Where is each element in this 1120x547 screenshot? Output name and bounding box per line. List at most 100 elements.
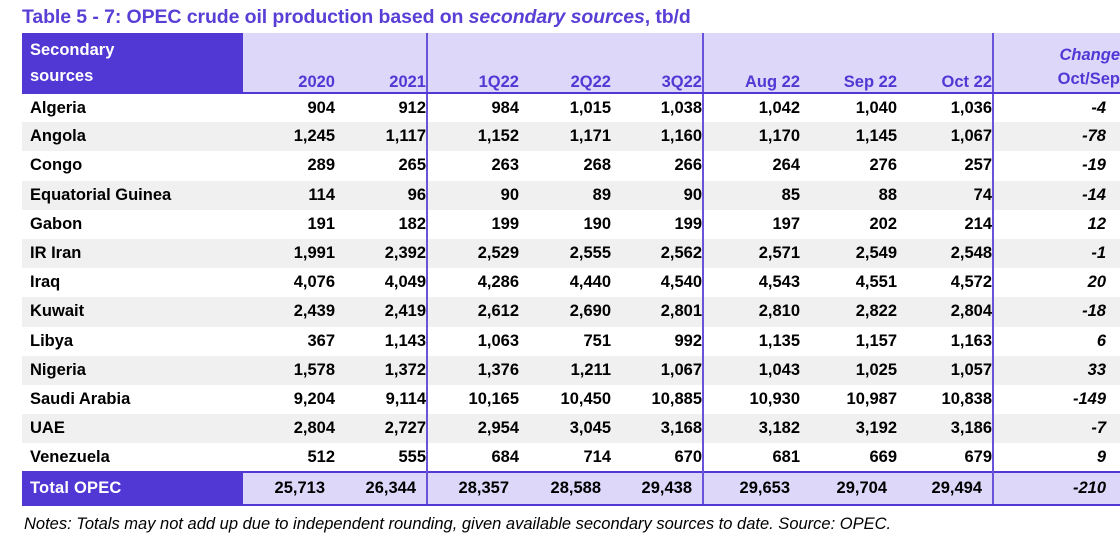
row-value-cell: 202: [800, 209, 897, 239]
header-col-change: Change Oct/Sep: [992, 33, 1120, 94]
row-change-cell: 12: [992, 209, 1120, 239]
table-row: IR Iran 1,991 2,392 2,529 2,555 2,562 2,571 2,5…: [22, 238, 1120, 269]
row-value-cell: 2,548: [897, 238, 993, 269]
row-value-cell: 1,036: [897, 93, 993, 123]
row-value-cell: 984: [426, 93, 519, 123]
row-country-name: Kuwait: [22, 297, 243, 327]
table-row: Equatorial Guinea 114 96 90 89 90 85 88 74 -14: [22, 180, 1120, 210]
row-value-cell: 2,612: [426, 297, 519, 327]
row-value-cell: 555: [335, 443, 427, 473]
row-value-cell: 2,954: [426, 414, 519, 444]
total-label: Total OPEC: [22, 471, 243, 507]
row-value-cell: 89: [519, 180, 611, 210]
table-row: Gabon 191 182 199 190 199 197 202 214 12: [22, 209, 1120, 239]
table-row: Libya 367 1,143 1,063 751 992 1,135 1,157 1,163 6: [22, 326, 1120, 356]
row-value-cell: 2,392: [335, 238, 427, 269]
row-value-cell: 74: [897, 180, 993, 210]
row-country-name: Venezuela: [22, 443, 243, 473]
row-value-cell: 2,529: [426, 238, 519, 269]
row-value-cell: 992: [611, 326, 703, 356]
row-value-cell: 9,204: [243, 384, 335, 415]
row-value-cell: 257: [897, 151, 993, 181]
total-sep22: 29,704: [800, 471, 897, 507]
row-change-cell: -7: [992, 414, 1120, 444]
row-value-cell: 263: [426, 151, 519, 181]
row-value-cell: 90: [426, 180, 519, 210]
row-value-cell: 3,192: [800, 414, 897, 444]
table-row: Kuwait 2,439 2,419 2,612 2,690 2,801 2,810 2,82…: [22, 297, 1120, 327]
total-row: Total OPEC 25,713 26,344 28,357 28,588 2…: [22, 471, 1120, 507]
header-col-aug22: Aug 22: [702, 33, 800, 94]
row-country-name: IR Iran: [22, 238, 243, 269]
table-row: Algeria 904 912 984 1,015 1,038 1,042 1,040 1,03…: [22, 93, 1120, 123]
row-change-cell: -1: [992, 238, 1120, 269]
row-value-cell: 1,157: [800, 326, 897, 356]
row-value-cell: 10,930: [702, 384, 800, 415]
row-country-name: Equatorial Guinea: [22, 180, 243, 210]
header-secondary-line2: sources: [30, 67, 94, 85]
row-change-cell: -18: [992, 297, 1120, 327]
row-change-cell: 6: [992, 326, 1120, 356]
total-change: -210: [992, 471, 1120, 507]
row-value-cell: 2,571: [702, 238, 800, 269]
row-country-name: Algeria: [22, 93, 243, 123]
row-value-cell: 1,043: [702, 355, 800, 385]
row-value-cell: 1,067: [611, 355, 703, 385]
row-value-cell: 912: [335, 93, 427, 123]
row-country-name: Gabon: [22, 209, 243, 239]
header-col-3q22: 3Q22: [611, 33, 703, 94]
row-change-cell: 20: [992, 268, 1120, 298]
row-value-cell: 751: [519, 326, 611, 356]
header-change-period: Oct/Sep: [1057, 70, 1120, 88]
row-value-cell: 2,727: [335, 414, 427, 444]
row-value-cell: 114: [243, 180, 335, 210]
row-value-cell: 96: [335, 180, 427, 210]
title-prefix: Table 5 - 7: OPEC crude oil production b…: [22, 6, 469, 28]
row-value-cell: 2,690: [519, 297, 611, 327]
row-value-cell: 199: [611, 209, 703, 239]
row-change-cell: -14: [992, 180, 1120, 210]
row-value-cell: 2,822: [800, 297, 897, 327]
total-2q22: 28,588: [519, 471, 611, 507]
total-2021: 26,344: [335, 471, 427, 507]
row-country-name: UAE: [22, 414, 243, 444]
table-notes: Notes: Totals may not add up due to inde…: [24, 515, 892, 534]
row-value-cell: 1,057: [897, 355, 993, 385]
row-value-cell: 1,245: [243, 122, 335, 152]
row-value-cell: 1,160: [611, 122, 703, 152]
row-change-cell: -78: [992, 122, 1120, 152]
row-value-cell: 679: [897, 443, 993, 473]
row-value-cell: 10,450: [519, 384, 611, 415]
row-value-cell: 266: [611, 151, 703, 181]
row-value-cell: 3,186: [897, 414, 993, 444]
total-1q22: 28,357: [426, 471, 519, 507]
row-value-cell: 1,170: [702, 122, 800, 152]
table-row: Venezuela 512 555 684 714 670 681 669 679 9: [22, 443, 1120, 473]
row-value-cell: 10,838: [897, 384, 993, 415]
row-value-cell: 90: [611, 180, 703, 210]
row-value-cell: 1,171: [519, 122, 611, 152]
row-change-cell: -19: [992, 151, 1120, 181]
header-col-2021: 2021: [335, 33, 427, 94]
row-value-cell: 4,551: [800, 268, 897, 298]
row-change-cell: -149: [992, 384, 1120, 415]
row-value-cell: 85: [702, 180, 800, 210]
row-value-cell: 268: [519, 151, 611, 181]
row-country-name: Nigeria: [22, 355, 243, 385]
row-value-cell: 214: [897, 209, 993, 239]
row-value-cell: 289: [243, 151, 335, 181]
row-value-cell: 669: [800, 443, 897, 473]
row-value-cell: 10,987: [800, 384, 897, 415]
header-col-1q22: 1Q22: [426, 33, 519, 94]
row-value-cell: 4,049: [335, 268, 427, 298]
row-country-name: Angola: [22, 122, 243, 152]
header-col-sep22: Sep 22: [800, 33, 897, 94]
row-value-cell: 264: [702, 151, 800, 181]
row-value-cell: 1,372: [335, 355, 427, 385]
total-3q22: 29,438: [611, 471, 703, 507]
row-change-cell: -4: [992, 93, 1120, 123]
row-value-cell: 276: [800, 151, 897, 181]
header-col-oct22: Oct 22: [897, 33, 993, 94]
table-body: Algeria 904 912 984 1,015 1,038 1,042 1,040 1,03…: [22, 93, 1120, 473]
row-value-cell: 1,145: [800, 122, 897, 152]
